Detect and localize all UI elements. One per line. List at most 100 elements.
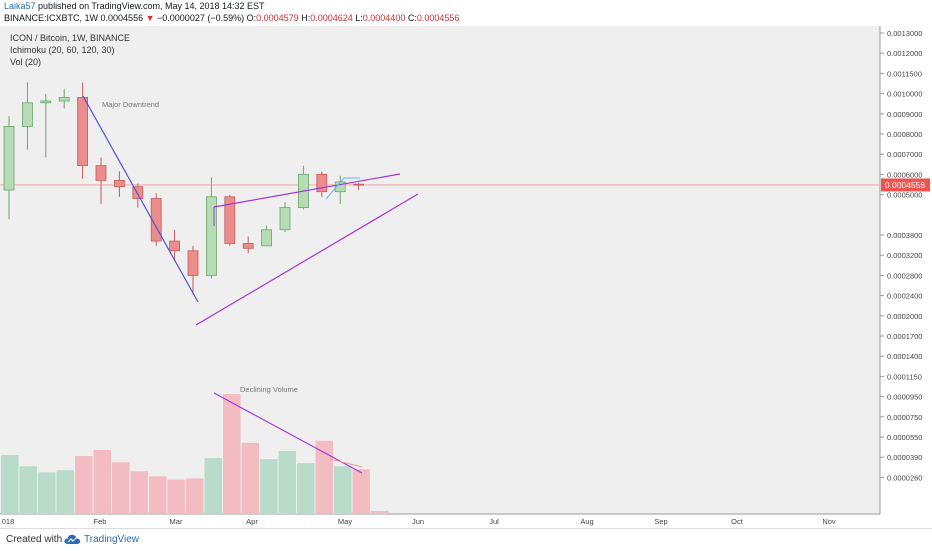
high-value: 0.0004624 [310, 13, 353, 23]
price-tick-label: 0.0000550 [887, 433, 922, 442]
low-value: 0.0004400 [362, 13, 406, 23]
volume-bar[interactable] [241, 442, 260, 514]
price-tick-label: 0.0009000 [887, 110, 922, 119]
volume-bar[interactable] [149, 476, 167, 514]
price-tick-label: 0.0001400 [887, 352, 922, 361]
price-tick-label: 0.0008000 [887, 130, 922, 139]
volume-bar[interactable] [130, 471, 149, 514]
time-tick-label: Jul [489, 517, 499, 526]
major-downtrend-line[interactable] [82, 95, 199, 303]
volume-bar[interactable] [204, 458, 223, 514]
created-with-text: Created with [6, 534, 63, 545]
candle-body[interactable] [132, 186, 144, 199]
candle-body[interactable] [261, 229, 273, 247]
time-tick-label: Nov [822, 517, 836, 526]
wedge-support-line[interactable] [195, 193, 419, 326]
publish-line: Laika57 published on TradingView.com, Ma… [4, 1, 265, 11]
price-axis-panel[interactable] [880, 26, 932, 528]
volume-bar[interactable] [371, 510, 389, 514]
volume-bar[interactable] [297, 463, 315, 514]
volume-bar[interactable] [334, 466, 352, 514]
volume-bar[interactable] [278, 450, 297, 514]
volume-bar[interactable] [93, 449, 112, 514]
legend-title: ICON / Bitcoin, 1W, BINANCE [10, 33, 130, 43]
price-tick-label: 0.0013000 [887, 29, 922, 38]
legend-volume[interactable]: Vol (20) [10, 57, 41, 67]
tradingview-cloud-icon [64, 534, 81, 544]
time-tick-label: Sep [654, 517, 667, 526]
volume-bar[interactable] [56, 470, 75, 514]
major-downtrend-label: Major Downtrend [102, 100, 159, 109]
declining-volume-line[interactable] [213, 392, 363, 474]
wedge-resistance-line[interactable] [213, 173, 401, 208]
open-label: O: [246, 13, 257, 23]
volume-bar[interactable] [38, 472, 56, 514]
price-chart[interactable]: 0.0013000 0.0012000 0.0011500 0.0010000 0.00… [0, 26, 932, 528]
candle-body[interactable] [242, 243, 254, 249]
last-price: 0.0004556 [100, 13, 144, 23]
price-tick-label: 0.0012000 [887, 49, 922, 58]
volume-bar[interactable] [112, 462, 130, 514]
price-tick-label: 0.0010000 [887, 90, 922, 99]
price-change: −0.0000027 (−0.59%) [157, 13, 245, 23]
volume-bar[interactable] [75, 456, 93, 514]
price-tick-label: 0.0002800 [887, 271, 922, 280]
volume-ma-line [329, 458, 363, 468]
price-tick-label: 0.0001150 [887, 372, 922, 381]
price-tick-label: 0.0005000 [887, 191, 922, 200]
close-value: 0.0004556 [416, 13, 460, 23]
candle-body[interactable] [187, 250, 199, 276]
volume-bar[interactable] [186, 478, 204, 514]
time-tick-label: May [338, 517, 352, 526]
candle-body[interactable] [95, 165, 107, 181]
time-tick-label: Apr [246, 517, 258, 526]
author-link[interactable]: Laika57 [4, 1, 36, 11]
candle-body[interactable] [40, 100, 52, 104]
time-tick-label: Mar [170, 517, 183, 526]
chart-legend: ICON / Bitcoin, 1W, BINANCE Ichimoku (20… [10, 33, 130, 67]
chart-background [0, 26, 880, 514]
price-tick-label: 0.0002000 [887, 312, 922, 321]
candle-body[interactable] [279, 207, 291, 231]
volume-bar[interactable] [315, 440, 334, 514]
candle-body[interactable] [77, 97, 88, 167]
candle-body[interactable] [316, 173, 328, 193]
candle-body[interactable] [353, 183, 365, 186]
volume-bar[interactable] [352, 469, 371, 514]
candle-body[interactable] [150, 198, 162, 242]
legend-ichimoku[interactable]: Ichimoku (20, 60, 120, 30) [10, 45, 115, 55]
volume-bar[interactable] [167, 479, 186, 514]
price-tick-label: 0.0000950 [887, 393, 922, 402]
time-axis-panel[interactable] [0, 514, 880, 528]
price-tick-label: 0.0003800 [887, 231, 922, 240]
volume-bar[interactable] [1, 455, 19, 514]
candle-body[interactable] [21, 102, 33, 127]
price-tick-label: 0.0000390 [887, 453, 922, 462]
candle-body[interactable] [224, 196, 236, 244]
price-tick-label: 0.0007000 [887, 150, 922, 159]
volume-bar[interactable] [223, 394, 241, 514]
footer-bar: Created with TradingView [0, 528, 932, 551]
time-tick-label: Oct [731, 517, 744, 526]
symbol-name: BINANCE:ICXBTC, 1W [4, 13, 99, 23]
drawings-layer [82, 95, 419, 474]
time-tick-label: Feb [94, 517, 107, 526]
publish-info: published on TradingView.com, May 14, 20… [38, 1, 265, 11]
tradingview-brand-link[interactable]: TradingView [84, 534, 140, 545]
close-label: C: [407, 13, 417, 23]
price-tick-label: 0.0000750 [887, 413, 922, 422]
declining-volume-label: Declining Volume [240, 385, 298, 394]
price-tick-label: 0.0001700 [887, 332, 922, 341]
header-bar: Laika57 published on TradingView.com, Ma… [0, 0, 932, 26]
candle-body[interactable] [169, 240, 181, 252]
candle-body[interactable] [205, 196, 217, 276]
current-price-tag-value: 0.0004556 [885, 180, 925, 190]
volume-bar[interactable] [19, 466, 38, 514]
candle-body[interactable] [114, 179, 125, 188]
volume-bar[interactable] [260, 459, 278, 514]
cloud-edge-line [325, 177, 360, 200]
candle-body[interactable] [3, 126, 15, 191]
candle-body[interactable] [58, 97, 70, 102]
price-tick-label: 0.0011500 [887, 69, 922, 78]
time-tick-label: Jun [412, 517, 424, 526]
